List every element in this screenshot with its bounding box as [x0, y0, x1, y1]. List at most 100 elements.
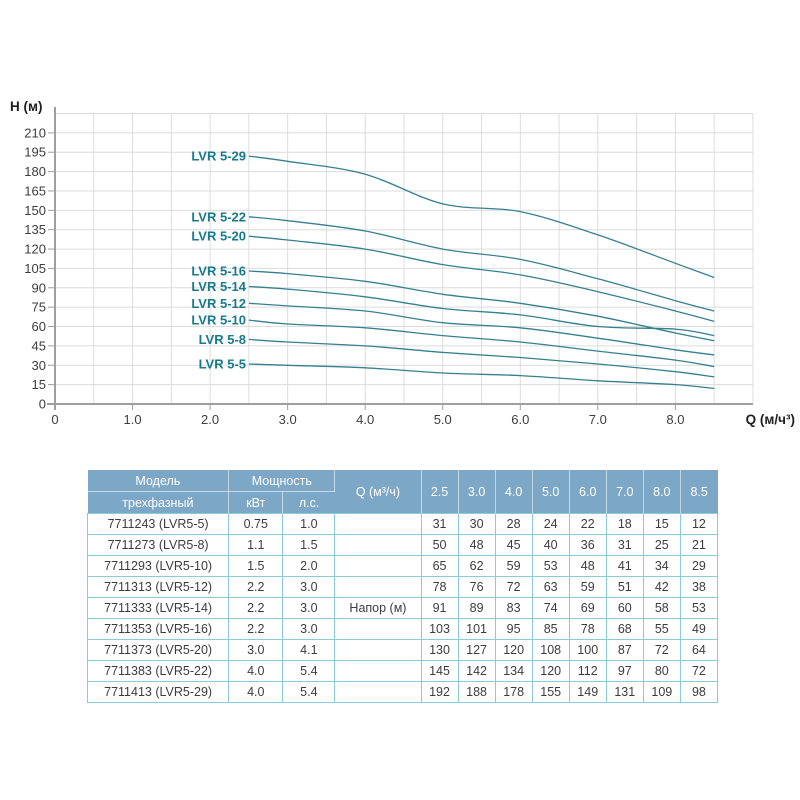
cell-head-value: 134: [494, 660, 533, 682]
cell-hp: 5.4: [282, 681, 336, 703]
table-row: 7711293 (LVR5-10) 1.5 2.0 65 62 59 53 48 41 34 29: [86, 555, 719, 577]
table-row: 7711413 (LVR5-29) 4.0 5.4 192 188 178 155 149 13…: [86, 681, 719, 703]
x-tick-label: 0: [51, 412, 58, 427]
table-row: 7711243 (LVR5-5) 0.75 1.0 31 30 28 24 22 18 15 12: [86, 513, 719, 535]
cell-hp: 1.5: [282, 534, 336, 556]
cell-head-value: 62: [457, 555, 496, 577]
cell-hp: 4.1: [282, 639, 336, 661]
cell-hp: 1.0: [282, 513, 336, 535]
curve-label-lvr-5-8: LVR 5-8: [199, 332, 246, 347]
header-q-value: 5.0: [532, 470, 570, 514]
cell-napor-label: [334, 618, 422, 640]
cell-head-value: 78: [420, 576, 459, 598]
cell-head-value: 48: [568, 555, 607, 577]
axes: [47, 107, 753, 410]
cell-head-value: 29: [679, 555, 719, 577]
cell-head-value: 53: [531, 555, 570, 577]
cell-kw: 0.75: [228, 513, 284, 535]
cell-model: 7711373 (LVR5-20): [86, 639, 230, 661]
cell-head-value: 31: [605, 534, 644, 556]
cell-head-value: 45: [494, 534, 533, 556]
cell-head-value: 80: [642, 660, 681, 682]
cell-head-value: 53: [679, 597, 719, 619]
cell-head-value: 38: [679, 576, 719, 598]
cell-head-value: 51: [605, 576, 644, 598]
cell-model: 7711243 (LVR5-5): [86, 513, 230, 535]
cell-model: 7711383 (LVR5-22): [86, 660, 230, 682]
cell-kw: 3.0: [228, 639, 284, 661]
cell-head-value: 149: [568, 681, 607, 703]
header-q-value: 2.5: [421, 470, 459, 514]
y-tick-label: 210: [24, 125, 46, 140]
y-tick-label: 30: [32, 358, 46, 373]
table-header-row-2: трехфазный кВт л.с.: [87, 491, 718, 514]
cell-model: 7711313 (LVR5-12): [86, 576, 230, 598]
pump-curves: [248, 155, 715, 390]
cell-kw: 2.2: [228, 576, 284, 598]
cell-head-value: 83: [494, 597, 533, 619]
header-model: Модель: [87, 470, 230, 492]
cell-hp: 2.0: [282, 555, 336, 577]
cell-head-value: 108: [531, 639, 570, 661]
cell-kw: 1.1: [228, 534, 284, 556]
cell-head-value: 69: [568, 597, 607, 619]
curve-label-lvr-5-29: LVR 5-29: [191, 149, 246, 164]
cell-head-value: 50: [420, 534, 459, 556]
cell-head-value: 178: [494, 681, 533, 703]
cell-hp: 3.0: [282, 576, 336, 598]
table-header-row-1: Модель Мощность Q (м³/ч) 2.5 3.0 4.0 5.0 6.0…: [87, 470, 718, 514]
cell-head-value: 49: [679, 618, 719, 640]
cell-head-value: 95: [494, 618, 533, 640]
cell-head-value: 59: [568, 576, 607, 598]
cell-kw: 4.0: [228, 660, 284, 682]
y-axis-title: H (м): [10, 99, 42, 114]
y-tick-label: 195: [24, 145, 46, 160]
x-tick-label: 7.0: [589, 412, 607, 427]
curve-label-lvr-5-10: LVR 5-10: [191, 313, 246, 328]
curve-label-lvr-5-14: LVR 5-14: [191, 279, 246, 294]
cell-head-value: 131: [605, 681, 644, 703]
header-model-sub: трехфазный: [87, 491, 230, 514]
header-q-value: 8.5: [680, 470, 718, 514]
cell-napor-label: [334, 576, 422, 598]
cell-napor-label: [334, 513, 422, 535]
table-row: 7711333 (LVR5-14) 2.2 3.0 Напор (м) 91 89 83 74…: [86, 597, 719, 619]
cell-head-value: 63: [531, 576, 570, 598]
y-tick-label: 45: [32, 338, 46, 353]
cell-head-value: 21: [679, 534, 719, 556]
cell-kw: 1.5: [228, 555, 284, 577]
x-tick-label: 6.0: [511, 412, 529, 427]
header-q-value: 7.0: [606, 470, 644, 514]
y-tick-label: 90: [32, 280, 46, 295]
cell-head-value: 72: [679, 660, 719, 682]
y-tick-label: 150: [24, 203, 46, 218]
curve-label-lvr-5-5: LVR 5-5: [199, 356, 246, 371]
cell-head-value: 145: [420, 660, 459, 682]
cell-head-value: 15: [642, 513, 681, 535]
y-tick-label: 180: [24, 164, 46, 179]
table-row: 7711313 (LVR5-12) 2.2 3.0 78 76 72 63 59 51 42 38: [86, 576, 719, 598]
cell-model: 7711273 (LVR5-8): [86, 534, 230, 556]
curve-label-lvr-5-22: LVR 5-22: [191, 209, 246, 224]
header-kw: кВт: [228, 491, 284, 514]
table-row: 7711373 (LVR5-20) 3.0 4.1 130 127 120 108 100 87…: [86, 639, 719, 661]
cell-head-value: 78: [568, 618, 607, 640]
curve-lvr-5-29: [248, 155, 715, 279]
cell-head-value: 127: [457, 639, 496, 661]
cell-head-value: 58: [642, 597, 681, 619]
curve-lvr-5-16: [248, 270, 715, 342]
cell-model: 7711333 (LVR5-14): [86, 597, 230, 619]
cell-napor-label: [334, 639, 422, 661]
cell-head-value: 130: [420, 639, 459, 661]
header-q-value: 4.0: [495, 470, 533, 514]
cell-head-value: 192: [420, 681, 459, 703]
header-q-value: 6.0: [569, 470, 607, 514]
cell-head-value: 36: [568, 534, 607, 556]
table-row: 7711273 (LVR5-8) 1.1 1.5 50 48 45 40 36 31 25 21: [86, 534, 719, 556]
cell-head-value: 72: [642, 639, 681, 661]
table-row: 7711353 (LVR5-16) 2.2 3.0 103 101 95 85 78 68 55 4…: [86, 618, 719, 640]
cell-head-value: 59: [494, 555, 533, 577]
y-tick-label: 0: [39, 397, 46, 412]
cell-head-value: 55: [642, 618, 681, 640]
